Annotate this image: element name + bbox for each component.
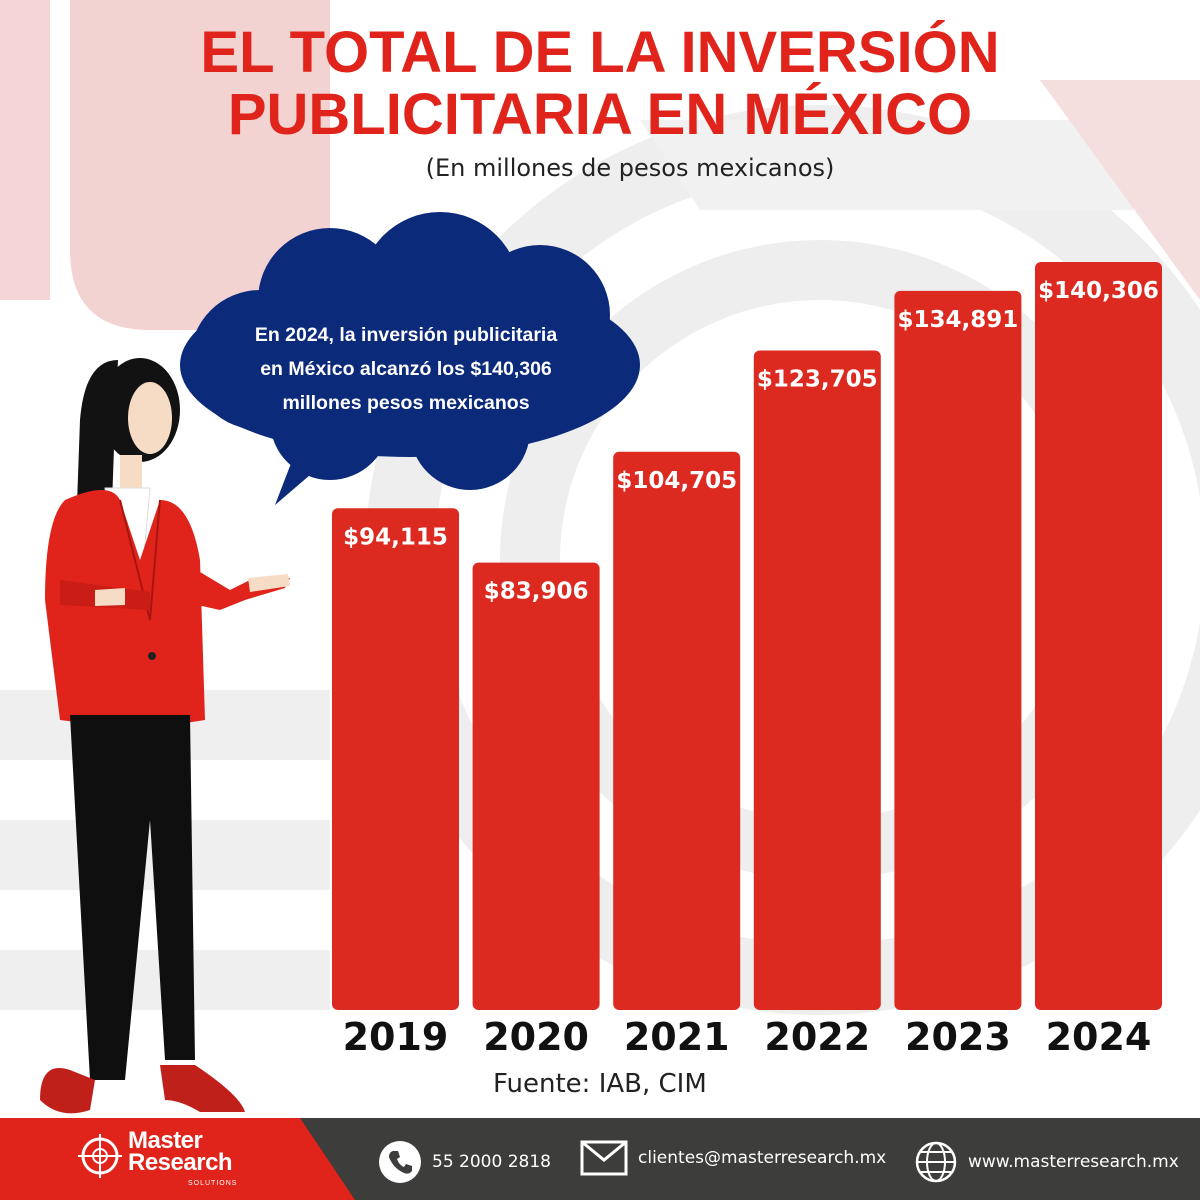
value-label-2024: $140,306 <box>1038 278 1159 304</box>
callout-line-2: en México alcanzó los $140,306 <box>260 358 552 380</box>
callout-text: En 2024, la inversión publicitaria en Mé… <box>206 318 606 420</box>
category-label-2019: 2019 <box>343 1015 449 1059</box>
category-label-2023: 2023 <box>905 1015 1011 1059</box>
source-note: Fuente: IAB, CIM <box>493 1069 707 1099</box>
callout-line-1: En 2024, la inversión publicitaria <box>254 324 558 346</box>
category-label-2020: 2020 <box>483 1015 589 1059</box>
value-label-2021: $104,705 <box>616 468 737 494</box>
value-label-2019: $94,115 <box>343 524 448 550</box>
speech-bubble <box>180 212 640 505</box>
bars-group <box>332 262 1162 1011</box>
bar-2023 <box>894 290 1022 1010</box>
globe-icon <box>915 1141 957 1183</box>
value-label-2023: $134,891 <box>898 307 1019 333</box>
brand-logo[interactable]: Master Research SOLUTIONS <box>78 1126 268 1196</box>
website-url: www.masterresearch.mx <box>968 1152 1179 1172</box>
bar-2021 <box>613 451 741 1010</box>
page-title: EL TOTAL DE LA INVERSIÓN PUBLICITARIA EN… <box>0 22 1200 146</box>
bar-2019 <box>332 508 459 1010</box>
envelope-icon <box>580 1140 628 1176</box>
callout-line-3: millones pesos mexicanos <box>282 392 530 414</box>
value-label-2020: $83,906 <box>484 579 589 605</box>
bar-2024 <box>1035 262 1162 1010</box>
category-label-2022: 2022 <box>764 1015 870 1059</box>
phone-number: 55 2000 2818 <box>432 1152 551 1172</box>
title-line-2: PUBLICITARIA EN MÉXICO <box>227 82 973 147</box>
title-line-1: EL TOTAL DE LA INVERSIÓN <box>200 20 1000 85</box>
category-label-2021: 2021 <box>624 1015 730 1059</box>
category-label-2024: 2024 <box>1046 1015 1152 1059</box>
brand-line-1: Master <box>128 1127 203 1154</box>
email-address: clientes@masterresearch.mx <box>638 1148 887 1168</box>
value-label-2022: $123,705 <box>757 367 878 393</box>
brand-sub: SOLUTIONS <box>188 1180 238 1187</box>
crosshair-logo-icon <box>78 1134 122 1178</box>
subtitle: (En millones de pesos mexicanos) <box>425 154 835 182</box>
brand-line-2: Research <box>128 1149 233 1176</box>
email-contact[interactable]: clientes@masterresearch.mx <box>580 1140 886 1176</box>
bar-2022 <box>753 350 881 1011</box>
woman-illustration <box>40 358 290 1114</box>
phone-contact[interactable]: 55 2000 2818 <box>378 1140 551 1184</box>
phone-icon <box>379 1141 421 1183</box>
labels-group: $94,115 2019 $83,906 2020 $104,705 2021 $123,7… <box>343 278 1159 1059</box>
footer: Master Research SOLUTIONS 55 2000 2818 c… <box>0 1118 1200 1200</box>
website-contact[interactable]: www.masterresearch.mx <box>914 1140 1179 1184</box>
footer-background <box>0 1118 1200 1200</box>
brand-name: Master Research <box>128 1127 233 1176</box>
bar-2020 <box>472 562 600 1010</box>
